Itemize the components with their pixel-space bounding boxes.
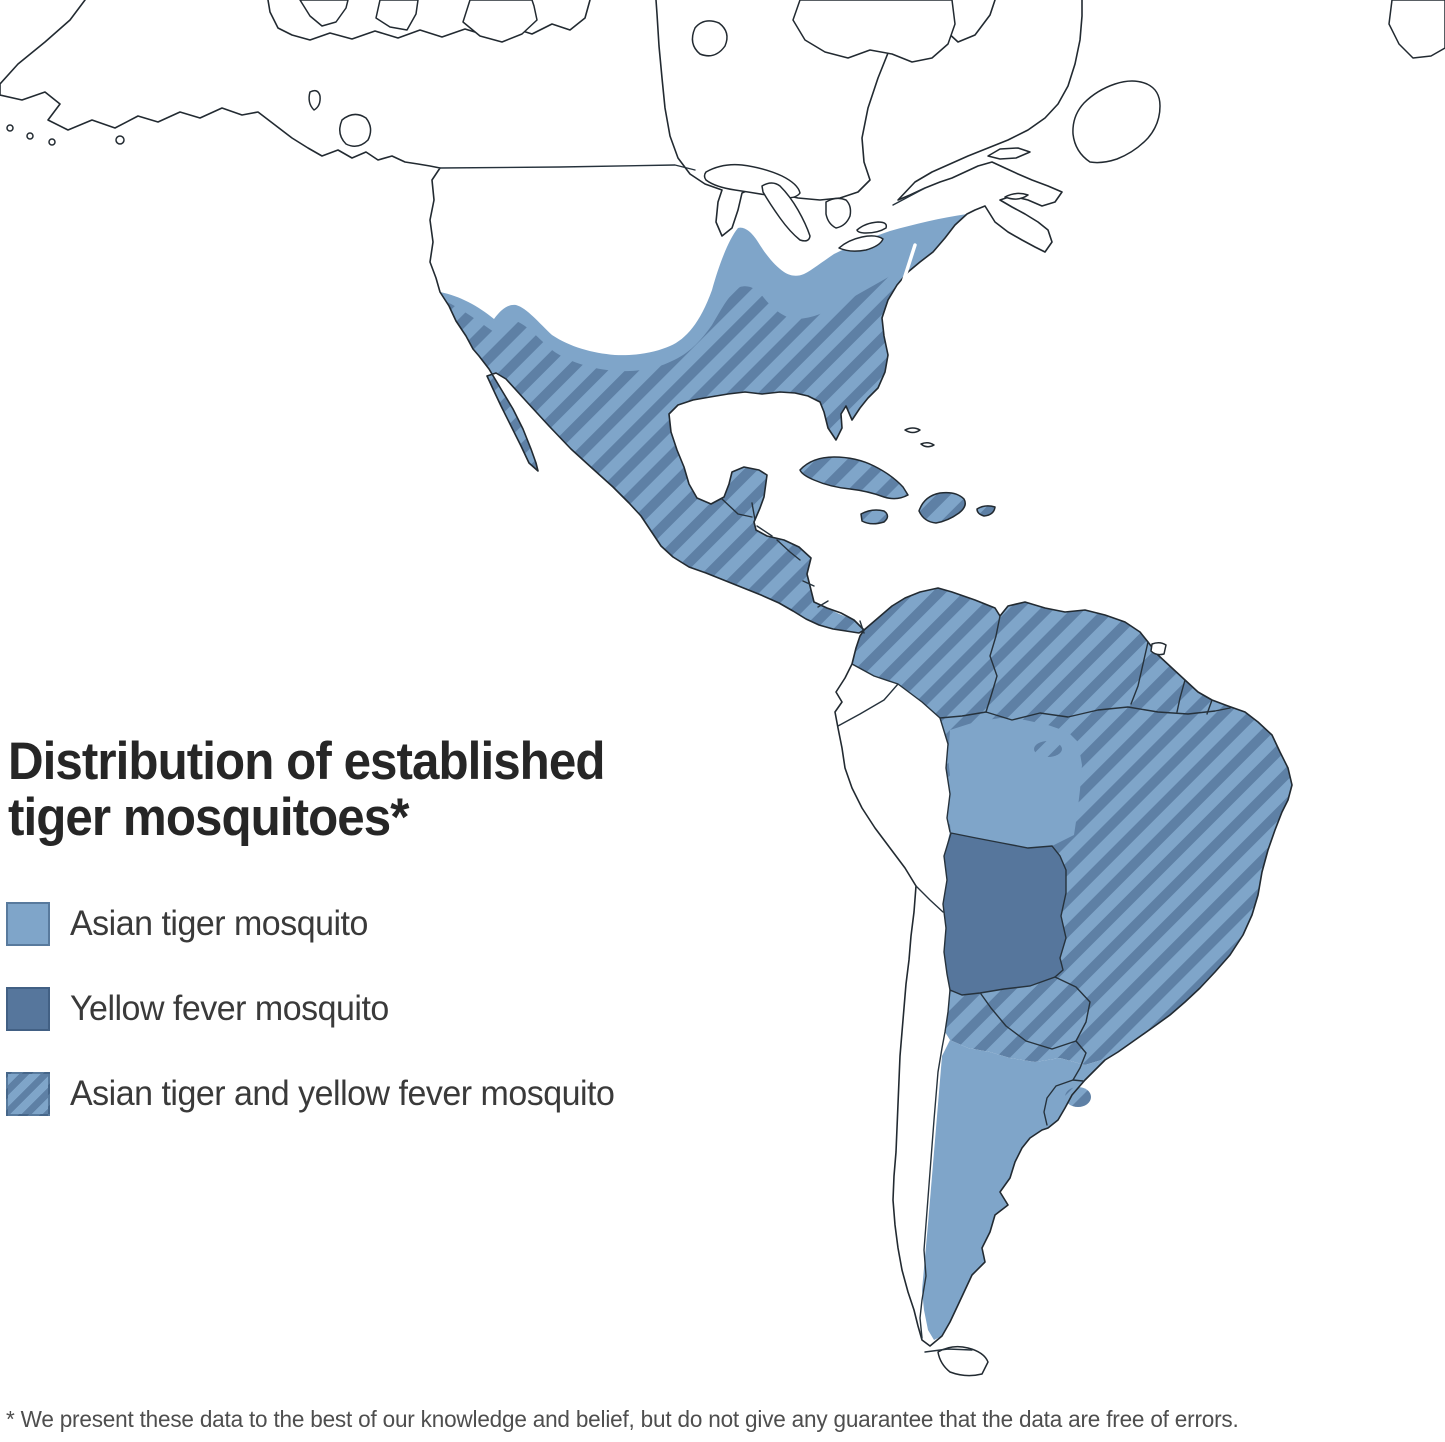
island-prince-edward: [1004, 192, 1029, 200]
island-kodiak: [115, 135, 125, 145]
lake-huron: [825, 197, 852, 229]
island-haida-gwaii: [308, 89, 321, 111]
coastline-outlines: [0, 0, 1293, 1347]
landmass-north-america: [0, 0, 1082, 633]
legend-item-yellow-fever: Yellow fever mosquito: [6, 986, 631, 1032]
island-aleutian-2: [26, 132, 34, 140]
island-baffin: [792, 0, 956, 63]
border-us-canada: [439, 164, 696, 171]
swatch-yellow-fever: [6, 987, 50, 1031]
border-paraguay: [980, 976, 1091, 1081]
region-amazon-hatch-spot: [1034, 741, 1062, 757]
swatch-both-species: [6, 1072, 50, 1116]
island-anticosti: [987, 147, 1031, 160]
border-brazil-north: [985, 706, 1231, 721]
island-jamaica-hatched: [860, 509, 889, 525]
island-southampton: [691, 20, 728, 57]
great-lakes: [703, 163, 888, 252]
region-uruguay-hatch-spot: [1065, 1087, 1091, 1107]
island-cuba-hatched: [799, 456, 909, 500]
border-argentina-chile: [919, 989, 951, 1339]
distribution-regions: [440, 214, 1292, 1340]
border-mexico-guatemala: [721, 498, 865, 634]
border-chile-bolivia: [915, 885, 944, 913]
lake-ontario: [856, 221, 888, 234]
legend: Asian tiger mosquito Yellow fever mosqui…: [6, 901, 631, 1156]
island-arctic-2: [375, 0, 419, 31]
island-greenland-corner: [1388, 0, 1445, 59]
legend-label-both-species: Asian tiger and yellow fever mosquito: [70, 1074, 615, 1113]
border-peru-brazil: [939, 717, 951, 833]
border-uruguay: [1043, 1079, 1084, 1126]
island-bahamas-1: [904, 427, 921, 434]
map-title-line1: Distribution of established: [8, 732, 605, 791]
island-vancouver: [339, 113, 372, 147]
island-arctic-1: [299, 0, 349, 27]
island-puerto-rico-hatched: [976, 505, 996, 517]
border-venezuela-guyana: [1130, 641, 1149, 705]
border-magellan-strait: [924, 1348, 973, 1353]
legend-item-asian-tiger: Asian tiger mosquito: [6, 901, 631, 947]
map-title-line2: tiger mosquitoes*: [8, 788, 409, 848]
lake-michigan: [761, 182, 811, 242]
lake-erie: [838, 235, 884, 252]
swatch-asian-tiger: [6, 902, 50, 946]
footnote: * We present these data to the best of o…: [6, 1406, 1239, 1432]
legend-label-yellow-fever: Yellow fever mosquito: [70, 989, 389, 1028]
island-aleutian-1: [6, 124, 14, 132]
hudson-valley-gap: [896, 243, 917, 300]
border-colombia-venezuela: [985, 615, 1001, 713]
island-arctic-3: [462, 0, 538, 43]
island-aleutian-3: [48, 138, 56, 146]
region-na-both-hatched: [445, 262, 920, 633]
legend-item-both-species: Asian tiger and yellow fever mosquito: [6, 1071, 631, 1117]
coastline-north-america: [0, 0, 1083, 634]
coastline-south-america: [834, 587, 1293, 1347]
island-tierra-del-fuego: [937, 1345, 989, 1377]
region-argentina-uruguay-asian-tiger: [922, 1040, 1108, 1340]
map-title: Distribution of established tiger mosqui…: [8, 732, 640, 848]
island-trinidad: [1150, 641, 1167, 656]
border-st-lawrence: [892, 187, 926, 206]
legend-label-asian-tiger: Asian tiger mosquito: [70, 904, 368, 943]
islands: [6, 0, 1445, 1377]
island-hispaniola-hatched: [918, 491, 966, 524]
region-amazon-asian-tiger: [948, 718, 1082, 848]
country-borders: [439, 164, 1231, 1353]
region-bolivia-yellow-fever: [942, 832, 1067, 996]
island-newfoundland: [1072, 80, 1161, 164]
island-bahamas-2: [920, 441, 935, 448]
